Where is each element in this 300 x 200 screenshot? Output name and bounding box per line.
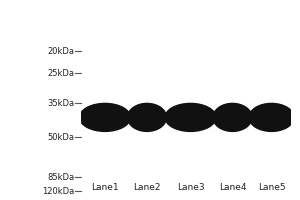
Text: 85kDa: 85kDa bbox=[47, 172, 74, 182]
Text: Lane5: Lane5 bbox=[258, 183, 285, 192]
Ellipse shape bbox=[213, 103, 252, 131]
Ellipse shape bbox=[128, 103, 167, 131]
Text: 25kDa: 25kDa bbox=[47, 68, 74, 77]
Text: Lane3: Lane3 bbox=[177, 183, 204, 192]
Ellipse shape bbox=[249, 103, 294, 131]
Text: 20kDa: 20kDa bbox=[47, 46, 74, 55]
Ellipse shape bbox=[80, 103, 130, 131]
Text: 120kDa: 120kDa bbox=[42, 186, 74, 196]
Text: Lane2: Lane2 bbox=[133, 183, 161, 192]
Text: 50kDa: 50kDa bbox=[47, 132, 74, 142]
Ellipse shape bbox=[165, 103, 216, 131]
Text: Lane4: Lane4 bbox=[219, 183, 246, 192]
Text: Lane1: Lane1 bbox=[91, 183, 119, 192]
Text: 35kDa: 35kDa bbox=[47, 99, 74, 108]
